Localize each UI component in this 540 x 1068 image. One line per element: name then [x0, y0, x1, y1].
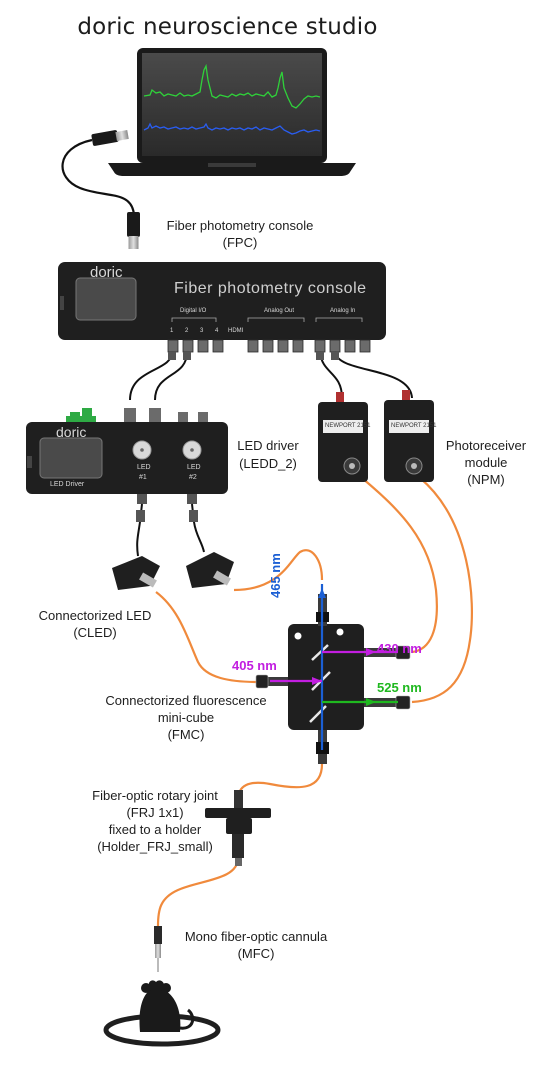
driver-brand: doric: [56, 424, 87, 440]
frj-holder-code: (Holder_FRJ_small): [97, 839, 213, 854]
green-signal-trace: [143, 63, 321, 109]
npm-label-2: module: [464, 455, 508, 470]
fpc-code: (FPC): [222, 235, 258, 250]
led2-number: #2: [189, 474, 197, 481]
mfc-code: (MFC): [237, 946, 275, 961]
analog-out-label: Analog Out: [264, 308, 295, 314]
cled-code: (CLED): [73, 625, 117, 640]
usb-cable: [61, 138, 136, 216]
page-title: doric neuroscience studio: [77, 14, 378, 40]
npm2-badge: NEWPORT 2151: [391, 423, 437, 429]
led-cables: [136, 503, 205, 557]
mfc-label: Mono fiber-optic cannula: [184, 929, 328, 944]
analog-in-label: Analog In: [330, 308, 356, 314]
connectorized-led-2: [186, 552, 234, 588]
connectorized-led-1: [112, 556, 160, 590]
laptop-icon: [108, 48, 356, 176]
led2-label: LED: [187, 464, 201, 471]
ledd-code: (LEDD_2): [239, 456, 297, 471]
led-cable-plugs: [136, 510, 198, 522]
blue-signal-trace: [143, 122, 321, 135]
led-driver-device: [26, 408, 228, 504]
port-number: 4: [215, 328, 219, 334]
fmc-label-2: mini-cube: [157, 710, 215, 725]
console-brand: doric: [90, 264, 123, 281]
npm-code: (NPM): [467, 472, 505, 487]
rotary-joint: [205, 790, 271, 866]
digital-io-label: Digital I/O: [180, 308, 207, 314]
fmc-label: Connectorized fluorescence: [105, 693, 267, 708]
usb-plug-icon: [91, 130, 129, 146]
wavelength-525: 525 nm: [377, 680, 422, 695]
wavelength-405: 405 nm: [232, 658, 277, 673]
fiber-cannula: [154, 926, 162, 972]
fpc-label: Fiber photometry console: [166, 218, 314, 233]
console-device: [58, 262, 386, 353]
photoreceiver-module-1: [318, 392, 368, 482]
optical-fibers: [155, 477, 473, 927]
hdmi-label: HDMI: [228, 328, 244, 334]
port-number: 3: [200, 328, 204, 334]
cled-label: Connectorized LED: [38, 608, 152, 623]
mouse-icon: [103, 980, 221, 1047]
frj-code: (FRJ 1x1): [126, 805, 184, 820]
wavelength-430: 430 nm: [377, 641, 422, 656]
ledd-label: LED driver: [237, 438, 299, 453]
bnc-plugs: [168, 352, 339, 360]
npm-label: Photoreceiver: [445, 438, 527, 453]
console-title: Fiber photometry console: [174, 280, 367, 297]
frj-holder-label: fixed to a holder: [108, 822, 202, 837]
frj-label: Fiber-optic rotary joint: [92, 788, 218, 803]
led1-label: LED: [137, 464, 151, 471]
driver-screen-label: LED Driver: [50, 481, 85, 488]
led1-number: #1: [139, 474, 147, 481]
port-number: 1: [170, 328, 174, 334]
photoreceiver-module-2: [384, 390, 434, 482]
wavelength-465: 465 nm: [268, 553, 283, 598]
light-paths: [270, 584, 398, 750]
fmc-code: (FMC): [167, 727, 205, 742]
usb-plug-icon: [127, 212, 140, 249]
port-number: 2: [185, 328, 189, 334]
npm1-badge: NEWPORT 2151: [325, 423, 371, 429]
